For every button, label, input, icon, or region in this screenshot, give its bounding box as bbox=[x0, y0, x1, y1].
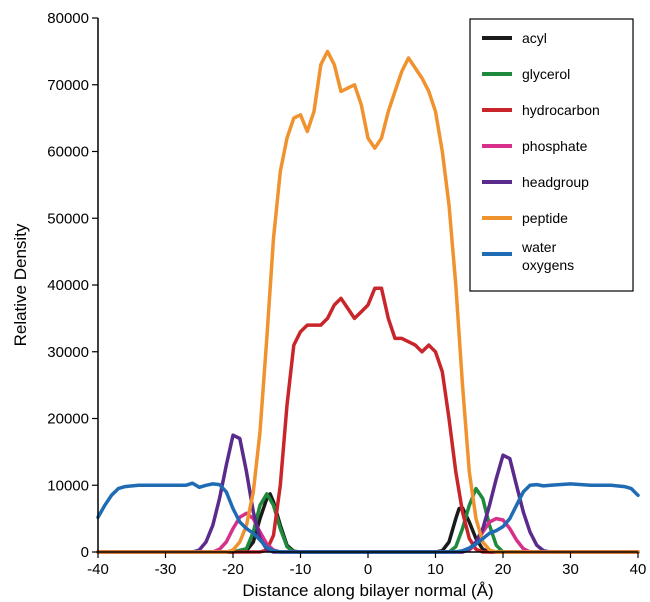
series-line-hydrocarbon bbox=[96, 286, 640, 554]
x-tick-label: -30 bbox=[155, 561, 177, 578]
legend-label-headgroup: headgroup bbox=[522, 174, 589, 190]
legend-label-acyl: acyl bbox=[522, 30, 547, 46]
x-ticks: -40 -30 -20 -10 0 10 20 30 40 bbox=[87, 552, 646, 578]
series-line-peptide bbox=[96, 49, 640, 554]
x-tick-label: -40 bbox=[87, 561, 109, 578]
legend-label-glycerol: glycerol bbox=[522, 66, 570, 82]
y-tick-label: 0 bbox=[81, 544, 89, 561]
y-tick-label: 60000 bbox=[47, 144, 89, 161]
x-axis-label: Distance along bilayer normal (Å) bbox=[242, 581, 493, 600]
legend-label-peptide: peptide bbox=[522, 210, 568, 226]
x-tick-label: -20 bbox=[222, 561, 244, 578]
y-tick-label: 70000 bbox=[47, 77, 89, 94]
y-axis-label: Relative Density bbox=[11, 223, 30, 346]
x-tick-label: -10 bbox=[290, 561, 312, 578]
y-tick-label: 20000 bbox=[47, 411, 89, 428]
legend-items: acyl glycerol hydrocarbon phosphate headgrou… bbox=[482, 30, 600, 273]
legend-label-water-oxygens: water oxygens bbox=[521, 239, 574, 273]
legend-label-phosphate: phosphate bbox=[522, 138, 588, 154]
y-tick-label: 10000 bbox=[47, 477, 89, 494]
legend-label-hydrocarbon: hydrocarbon bbox=[522, 102, 600, 118]
y-tick-label: 80000 bbox=[47, 10, 89, 27]
x-tick-label: 30 bbox=[562, 561, 579, 578]
y-tick-label: 30000 bbox=[47, 344, 89, 361]
y-tick-label: 50000 bbox=[47, 210, 89, 227]
y-tick-label: 40000 bbox=[47, 277, 89, 294]
x-tick-label: 0 bbox=[364, 561, 372, 578]
x-tick-label: 10 bbox=[427, 561, 444, 578]
x-tick-label: 20 bbox=[495, 561, 512, 578]
x-tick-label: 40 bbox=[630, 561, 647, 578]
legend-box bbox=[469, 18, 634, 292]
legend: acyl glycerol hydrocarbon phosphate headgrou… bbox=[469, 18, 634, 292]
y-ticks: 0 10000 20000 30000 40000 50000 60000 70000 8000… bbox=[47, 10, 98, 561]
